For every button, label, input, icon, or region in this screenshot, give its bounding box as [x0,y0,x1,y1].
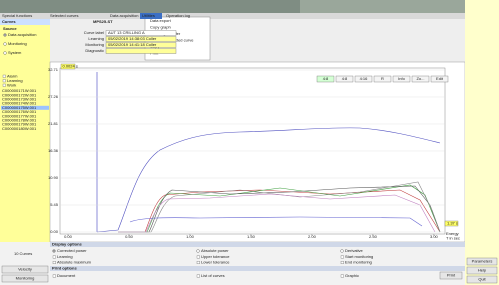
options-title: Display options [52,242,83,247]
y-tick-label: 0.00 [50,229,59,234]
menu-item[interactable]: Selected curves [50,13,78,18]
sidebar-title: Curves [2,19,16,24]
device-name: MPS25-ST [93,19,113,24]
print-option[interactable]: List of curves [201,273,225,278]
check-option[interactable]: Upper tolerance [201,254,230,259]
field-value-text: AUT 13 CRILLING A [108,30,145,35]
menu-item[interactable]: Special functions [2,13,32,18]
chart-button-label[interactable]: 4:8 [342,76,348,81]
mode-option[interactable]: Derivative [345,248,364,253]
checkbox[interactable] [341,275,344,278]
dropdown-item[interactable]: Data export [150,18,172,23]
cursor-end: 1.37 s [447,221,458,226]
checkbox[interactable] [197,261,200,264]
sidebar-button[interactable]: Velocity [18,267,32,272]
y-tick-label: 21.81 [48,121,59,126]
menu-item[interactable]: Data acquisition [110,13,138,18]
source-option[interactable]: Data acquisition [8,32,36,37]
x-tick-label: 2.50 [369,234,378,239]
y-tick-label: 16.36 [48,148,59,153]
print-header [50,266,465,271]
y-tick-label: 32.71 [48,67,59,72]
mode-option[interactable]: Absolute power [201,248,229,253]
chart-button-label[interactable]: 4:8 [323,76,329,81]
x-tick-label: 1.00 [186,234,195,239]
sidebar-button[interactable]: Monitoring [16,276,35,281]
chart-button-label[interactable]: 4:16 [360,76,369,81]
screen: Special functions Selected curves Data acq… [0,0,499,285]
checkbox[interactable] [53,261,56,264]
radio[interactable] [4,52,7,55]
page: Special functions Selected curves Data acq… [0,0,499,285]
check-option[interactable]: Absolute maximum [57,260,92,265]
field-label: Diagnostic [85,48,104,53]
side-button-label[interactable]: Parameters [472,259,493,264]
checkbox[interactable] [53,275,56,278]
chart-button-label[interactable]: Zo... [416,76,424,81]
curve-id[interactable]: C000000180W.001 [2,126,37,131]
cursor-start: 0.0024 s [63,64,78,69]
check-option[interactable]: Learning [57,254,73,259]
dropdown-item[interactable]: Copy graph [150,25,171,30]
radio[interactable] [197,250,200,253]
chart-button-label[interactable]: R [381,76,384,81]
checkbox[interactable] [341,256,344,259]
y-tick-label: 10.90 [48,175,59,180]
field-label: Curve label [84,30,104,35]
x-tick-label: 3.00 [430,234,439,239]
source-option[interactable]: System [8,50,22,55]
field-value-text: 05/02/2019 14:41:18 Coller [108,42,157,47]
curve-count: 10 Curves [14,251,32,256]
check-option[interactable]: End monitoring [345,260,372,265]
chart-button-label[interactable]: Info [398,76,405,81]
source-label: Source [3,26,17,31]
chart-button-label[interactable]: Edit [436,76,444,81]
checkbox[interactable] [197,256,200,259]
checkbox[interactable] [197,275,200,278]
right-panel [465,0,499,285]
checkbox[interactable] [3,80,6,83]
filter-option[interactable]: Work [7,82,16,87]
radio-dot [4,34,5,35]
x-tick-label: 1.50 [247,234,256,239]
mode-option[interactable]: Corrected power [57,248,87,253]
print-title: Print options [52,266,77,271]
x-tick-label: 0.50 [125,234,134,239]
checkbox[interactable] [3,75,6,78]
radio-dot [53,250,54,251]
field-value-text: 05/02/2019 14:38:03 Coller [108,36,157,41]
y-tick-label: 5.45 [50,202,59,207]
radio[interactable] [4,43,7,46]
x-tick-label: 2.00 [308,234,317,239]
checkbox[interactable] [341,261,344,264]
field-label: Learning [88,36,104,41]
x-tick-label: 0.00 [64,234,73,239]
print-option[interactable]: Graphic [345,273,359,278]
field-value [106,49,176,54]
source-option[interactable]: Monitoring [8,41,27,46]
field-label: Monitoring [85,42,104,47]
options-header [50,242,465,247]
checkbox[interactable] [53,256,56,259]
print-button-label[interactable]: Print [447,273,456,278]
side-button-label[interactable]: Quit [478,277,486,282]
x-axis-label: T in sec [446,236,460,241]
radio[interactable] [341,250,344,253]
checkbox[interactable] [3,84,6,87]
check-option[interactable]: Lower tolerance [201,260,230,265]
print-option[interactable]: Document [57,273,76,278]
side-button-label[interactable]: Help [478,268,487,273]
check-option[interactable]: Start monitoring [345,254,373,259]
y-tick-label: 27.26 [48,94,59,99]
